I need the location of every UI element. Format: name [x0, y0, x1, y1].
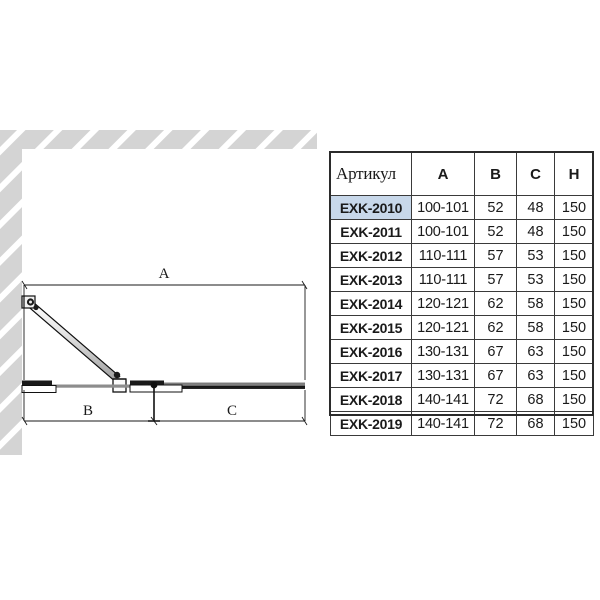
dimension-label-a: A: [159, 266, 170, 282]
column-header-b: B: [474, 152, 517, 196]
technical-drawing: A: [0, 130, 317, 455]
cell-article[interactable]: EXK-2019: [330, 411, 412, 436]
cell-dim-h: 150: [554, 315, 594, 340]
cell-dim-h: 150: [554, 267, 594, 292]
table-row[interactable]: EXK-2013 110-111 57 53 150: [330, 267, 594, 292]
panel-connector-bracket: [129, 380, 183, 422]
cell-dim-h: 150: [554, 339, 594, 364]
table-body: EXK-2010 100-101 52 48 150 EXK-2011 100-101 52 4…: [330, 195, 594, 436]
cell-dim-a: 140-141: [411, 411, 475, 436]
cell-article[interactable]: EXK-2015: [330, 315, 412, 340]
support-arm: [29, 302, 121, 383]
wall-hatch-left: [0, 130, 22, 455]
cell-dim-h: 150: [554, 219, 594, 244]
cell-dim-b: 72: [474, 411, 517, 436]
cell-article[interactable]: EXK-2013: [330, 267, 412, 292]
cell-dim-b: 72: [474, 387, 517, 412]
dimension-line-bc: [21, 390, 308, 426]
cell-dim-b: 62: [474, 315, 517, 340]
cell-dim-a: 130-131: [411, 339, 475, 364]
table-row[interactable]: EXK-2015 120-121 62 58 150: [330, 315, 594, 340]
cell-dim-a: 140-141: [411, 387, 475, 412]
cell-dim-h: 150: [554, 363, 594, 388]
cell-dim-b: 67: [474, 339, 517, 364]
dimension-label-b: B: [83, 403, 93, 419]
spec-table-container: Артикул A B C H EXK-2010 100-101 52 48 150 EX…: [330, 152, 594, 436]
cell-dim-c: 68: [516, 387, 555, 412]
column-header-artikul: Артикул: [330, 152, 412, 196]
cell-article[interactable]: EXK-2011: [330, 219, 412, 244]
cell-dim-c: 48: [516, 219, 555, 244]
cell-dim-c: 63: [516, 339, 555, 364]
cell-dim-c: 48: [516, 195, 555, 220]
cell-dim-h: 150: [554, 243, 594, 268]
cell-dim-b: 57: [474, 267, 517, 292]
table-header-row: Артикул A B C H: [330, 152, 594, 196]
table-row[interactable]: EXK-2019 140-141 72 68 150: [330, 411, 594, 436]
fixed-glass-panel: [22, 382, 305, 389]
cell-dim-a: 120-121: [411, 291, 475, 316]
table-row[interactable]: EXK-2016 130-131 67 63 150: [330, 339, 594, 364]
cell-dim-c: 58: [516, 291, 555, 316]
cell-dim-c: 63: [516, 363, 555, 388]
cell-article[interactable]: EXK-2014: [330, 291, 412, 316]
table-row[interactable]: EXK-2014 120-121 62 58 150: [330, 291, 594, 316]
table-row[interactable]: EXK-2012 110-111 57 53 150: [330, 243, 594, 268]
cell-dim-a: 120-121: [411, 315, 475, 340]
column-header-a: A: [411, 152, 475, 196]
cell-dim-c: 68: [516, 411, 555, 436]
table-row[interactable]: EXK-2018 140-141 72 68 150: [330, 387, 594, 412]
cell-dim-a: 110-111: [411, 267, 475, 292]
cell-dim-b: 62: [474, 291, 517, 316]
cell-dim-a: 100-101: [411, 195, 475, 220]
cell-article[interactable]: EXK-2012: [330, 243, 412, 268]
column-header-h: H: [554, 152, 594, 196]
cell-article[interactable]: EXK-2018: [330, 387, 412, 412]
cell-dim-a: 110-111: [411, 243, 475, 268]
cell-article[interactable]: EXK-2010: [330, 195, 412, 220]
cell-article[interactable]: EXK-2016: [330, 339, 412, 364]
arm-glass-clamp: [112, 371, 127, 393]
cell-dim-h: 150: [554, 291, 594, 316]
cell-article[interactable]: EXK-2017: [330, 363, 412, 388]
cell-dim-b: 52: [474, 219, 517, 244]
wall-hatch-top: [0, 130, 317, 149]
cell-dim-b: 52: [474, 195, 517, 220]
cell-dim-c: 58: [516, 315, 555, 340]
cell-dim-a: 130-131: [411, 363, 475, 388]
cell-dim-b: 57: [474, 243, 517, 268]
article-dimensions-table: Артикул A B C H EXK-2010 100-101 52 48 150 EX…: [330, 152, 594, 436]
cell-dim-c: 53: [516, 243, 555, 268]
table-row[interactable]: EXK-2010 100-101 52 48 150: [330, 195, 594, 220]
cell-dim-b: 67: [474, 363, 517, 388]
cell-dim-c: 53: [516, 267, 555, 292]
table-row[interactable]: EXK-2011 100-101 52 48 150: [330, 219, 594, 244]
cell-dim-h: 150: [554, 411, 594, 436]
table-row[interactable]: EXK-2017 130-131 67 63 150: [330, 363, 594, 388]
wall-profile-bracket: [21, 380, 57, 393]
cell-dim-h: 150: [554, 387, 594, 412]
dimension-label-c: C: [227, 403, 237, 419]
cell-dim-h: 150: [554, 195, 594, 220]
cell-dim-a: 100-101: [411, 219, 475, 244]
wall-mount-hinge: [21, 295, 39, 311]
column-header-c: C: [516, 152, 555, 196]
